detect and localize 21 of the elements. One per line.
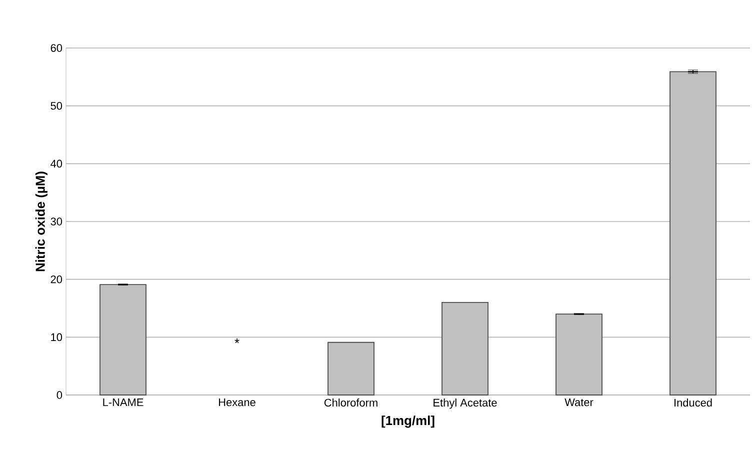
y-tick-label: 30: [50, 218, 62, 226]
y-tick-label: 20: [50, 275, 62, 284]
x-tick-label: Ethyl Acetate: [434, 398, 497, 409]
bar: [442, 302, 488, 396]
x-tick-label: L-NAME: [103, 398, 144, 406]
bar: [100, 284, 146, 396]
bar: [556, 314, 602, 396]
y-tick-label: 50: [50, 102, 62, 110]
x-tick-label: Chloroform: [324, 398, 378, 407]
y-tick-label: 0: [56, 391, 62, 399]
bar: [670, 71, 716, 396]
annotation: *: [234, 338, 240, 344]
x-tick-label: Hexane: [219, 398, 256, 406]
y-tick-label: 40: [50, 160, 62, 168]
x-axis-title: [1mg/ml]: [382, 416, 434, 428]
bar: [328, 342, 374, 396]
x-tick-label: Water: [564, 398, 594, 406]
y-axis-title: Nitric oxide (µM): [35, 172, 48, 272]
y-tick-label: 10: [51, 333, 62, 342]
y-tick-label: 60: [50, 44, 62, 52]
x-tick-label: Induced: [674, 398, 712, 407]
